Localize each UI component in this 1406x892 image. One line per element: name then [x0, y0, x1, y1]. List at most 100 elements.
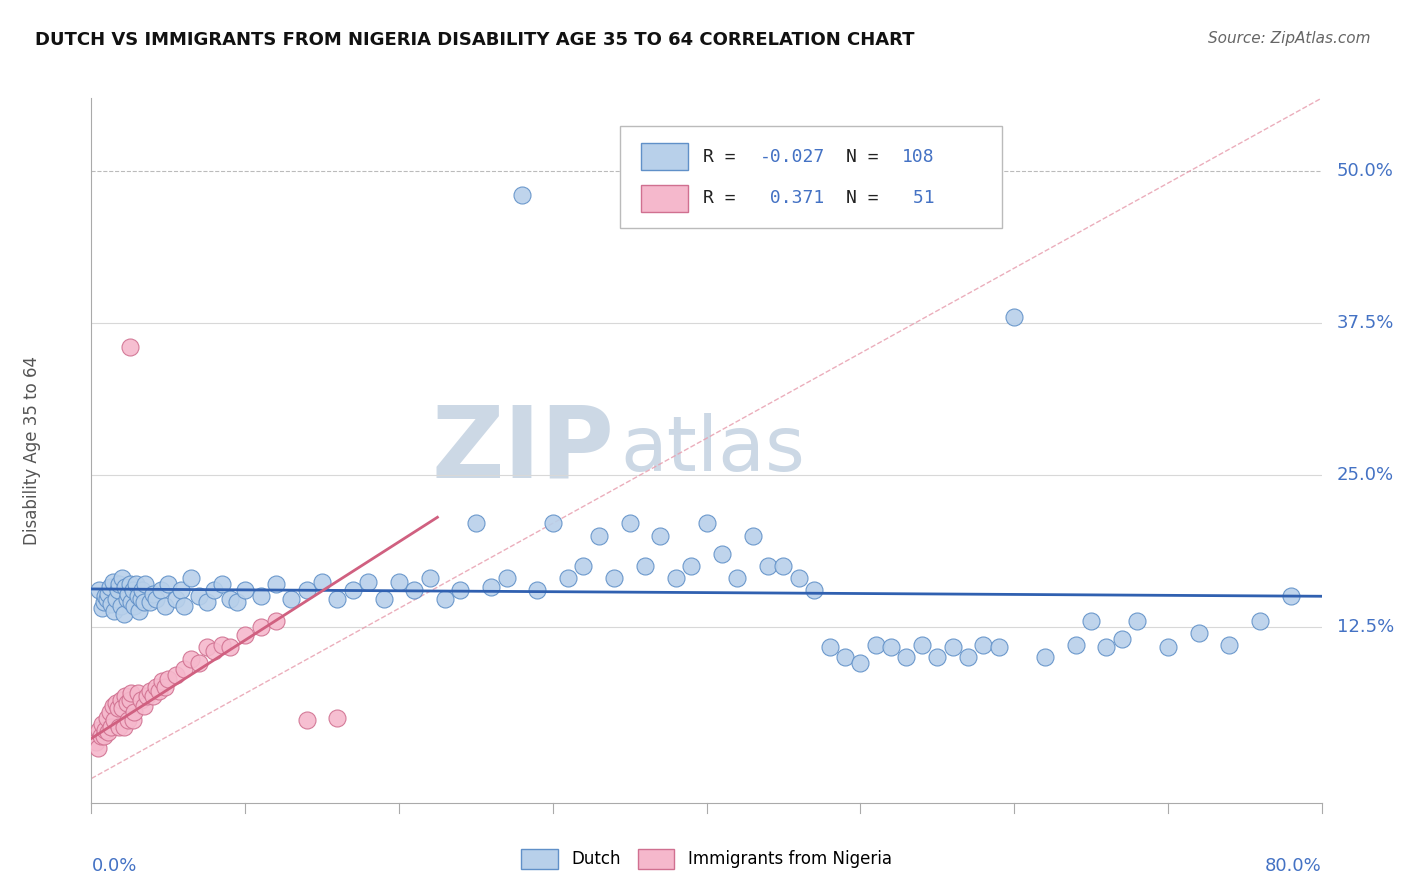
Point: [1218, 638, 1240, 652]
Point: [132, 698, 155, 713]
Point: [803, 583, 825, 598]
Point: [226, 595, 249, 609]
Text: Source: ZipAtlas.com: Source: ZipAtlas.com: [1208, 31, 1371, 46]
Point: [388, 574, 411, 589]
Point: [510, 188, 533, 202]
Point: [188, 656, 211, 670]
Point: [87, 723, 110, 737]
Point: [145, 681, 167, 695]
Point: [114, 580, 136, 594]
Point: [710, 547, 733, 561]
Text: N =: N =: [845, 189, 879, 207]
Point: [108, 577, 131, 591]
Point: [115, 591, 138, 606]
Point: [153, 599, 177, 613]
Point: [173, 662, 195, 676]
Point: [526, 583, 548, 598]
Point: [326, 591, 349, 606]
Point: [134, 577, 156, 591]
Point: [211, 638, 233, 652]
Text: Disability Age 35 to 64: Disability Age 35 to 64: [24, 356, 41, 545]
Point: [139, 595, 162, 609]
Text: 108: 108: [903, 147, 935, 166]
Point: [218, 591, 240, 606]
Point: [818, 640, 841, 655]
Point: [772, 558, 794, 573]
Point: [180, 571, 202, 585]
Point: [100, 721, 122, 735]
Point: [603, 571, 626, 585]
Point: [264, 614, 287, 628]
Point: [495, 571, 517, 585]
Point: [1111, 632, 1133, 646]
Point: [111, 701, 134, 715]
Point: [122, 583, 145, 598]
Text: 51: 51: [903, 189, 935, 207]
Point: [696, 516, 718, 531]
Point: [725, 571, 748, 585]
Point: [124, 599, 146, 613]
Point: [97, 587, 120, 601]
Point: [117, 587, 139, 601]
Legend: Dutch, Immigrants from Nigeria: Dutch, Immigrants from Nigeria: [515, 842, 898, 876]
Point: [115, 696, 138, 710]
Point: [110, 599, 132, 613]
Bar: [641, 185, 688, 211]
Point: [142, 587, 165, 601]
Text: 0.0%: 0.0%: [91, 857, 136, 875]
Text: 0.371: 0.371: [759, 189, 825, 207]
Point: [434, 591, 457, 606]
Point: [634, 558, 657, 573]
Point: [149, 583, 172, 598]
Point: [135, 689, 157, 703]
Text: 80.0%: 80.0%: [1265, 857, 1322, 875]
Text: ZIP: ZIP: [432, 402, 614, 499]
Point: [927, 650, 949, 665]
Point: [87, 583, 110, 598]
Point: [295, 583, 318, 598]
Point: [157, 672, 180, 686]
Point: [326, 711, 349, 725]
Point: [357, 574, 380, 589]
Point: [1080, 614, 1102, 628]
Text: 25.0%: 25.0%: [1337, 466, 1395, 483]
Point: [153, 681, 177, 695]
Point: [157, 577, 180, 591]
Point: [118, 340, 141, 354]
Point: [942, 640, 965, 655]
Point: [145, 591, 167, 606]
Point: [665, 571, 688, 585]
Point: [107, 701, 129, 715]
Point: [619, 516, 641, 531]
Point: [911, 638, 934, 652]
Point: [114, 689, 136, 703]
Point: [169, 583, 191, 598]
Point: [98, 705, 121, 719]
Point: [111, 571, 134, 585]
Point: [112, 607, 135, 622]
Point: [449, 583, 471, 598]
Point: [129, 692, 152, 706]
Point: [84, 735, 107, 749]
Point: [105, 696, 127, 710]
Point: [173, 599, 195, 613]
Point: [202, 583, 225, 598]
Point: [139, 684, 162, 698]
Point: [124, 705, 146, 719]
Point: [86, 741, 108, 756]
Point: [1157, 640, 1180, 655]
Point: [165, 668, 187, 682]
Point: [97, 725, 120, 739]
Point: [165, 591, 187, 606]
Point: [195, 640, 218, 655]
Point: [311, 574, 333, 589]
Text: DUTCH VS IMMIGRANTS FROM NIGERIA DISABILITY AGE 35 TO 64 CORRELATION CHART: DUTCH VS IMMIGRANTS FROM NIGERIA DISABIL…: [35, 31, 915, 49]
Point: [557, 571, 579, 585]
Point: [849, 656, 872, 670]
Point: [1249, 614, 1271, 628]
FancyBboxPatch shape: [620, 127, 1001, 228]
Text: 12.5%: 12.5%: [1337, 617, 1395, 636]
Point: [188, 589, 211, 603]
Point: [834, 650, 856, 665]
Point: [112, 721, 135, 735]
